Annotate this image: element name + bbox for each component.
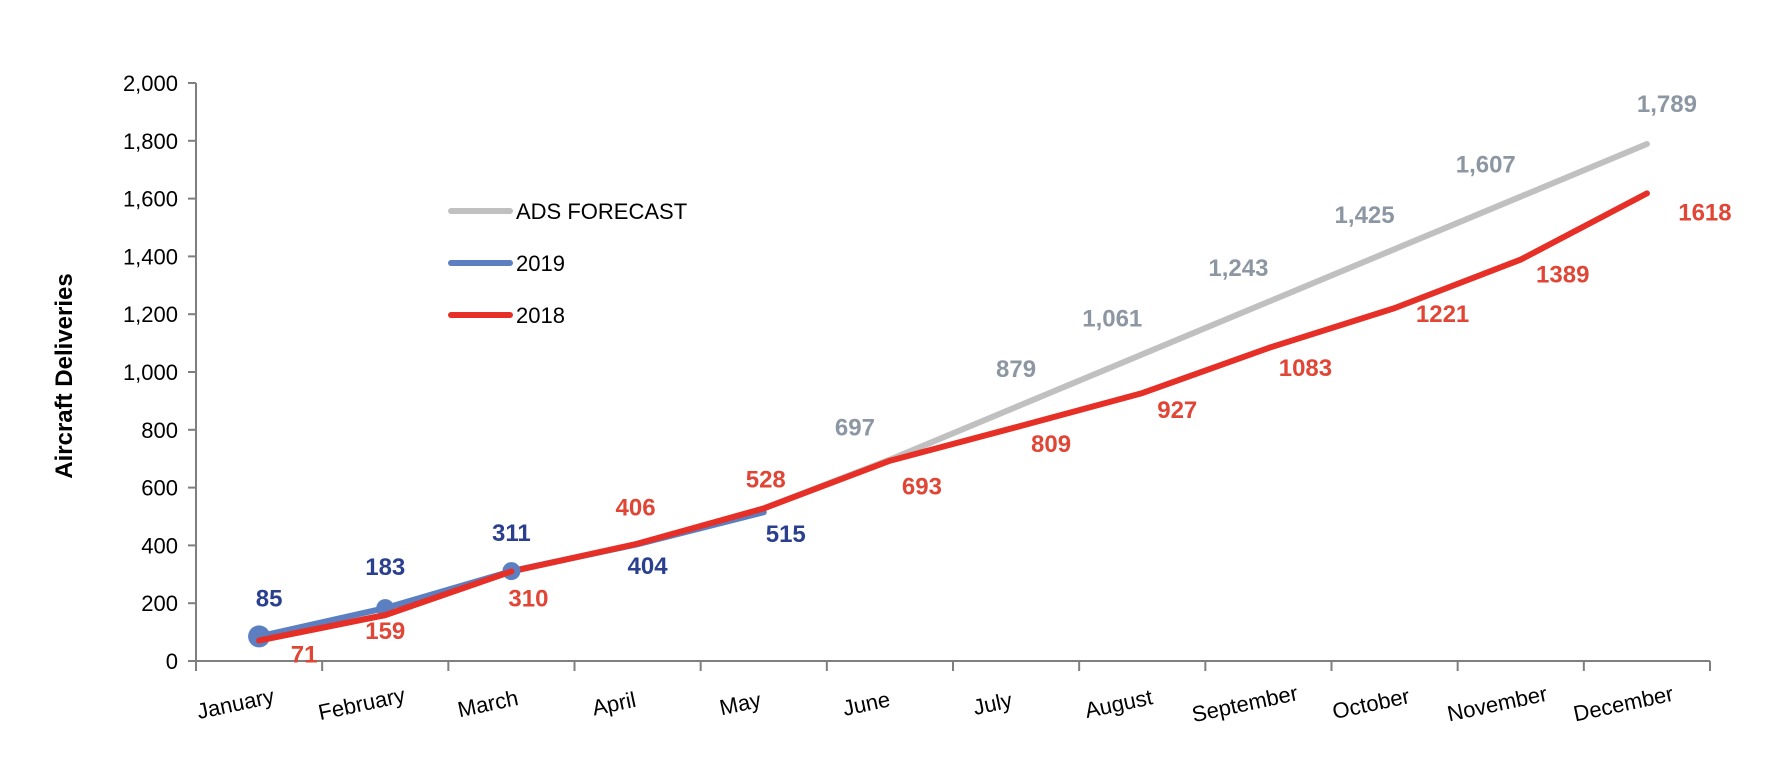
data-label-2019: 311 — [492, 520, 531, 547]
data-label-2018: 159 — [365, 618, 405, 645]
x-tick-label: December — [1571, 681, 1675, 727]
y-tick-label: 200 — [141, 591, 178, 616]
legend: ADS FORECAST 2019 2018 — [448, 199, 687, 328]
data-label-forecast: 1,243 — [1208, 255, 1268, 282]
x-tick-label: March — [455, 685, 520, 722]
x-tick-label: February — [316, 682, 407, 725]
x-tick-label: January — [195, 683, 277, 724]
data-label-2019: 183 — [365, 554, 405, 581]
legend-label: 2019 — [516, 251, 565, 276]
y-tick-label: 1,000 — [123, 360, 178, 385]
data-label-2018: 693 — [902, 474, 942, 501]
data-label-2018: 809 — [1031, 431, 1071, 458]
data-label-2018: 1221 — [1416, 301, 1469, 328]
y-tick-label: 600 — [141, 476, 178, 501]
data-label-2019: 515 — [766, 521, 806, 548]
legend-label: 2018 — [516, 303, 565, 328]
forecast-line — [760, 140, 1650, 512]
x-tick-label: September — [1190, 680, 1300, 727]
x-tick-label: April — [590, 687, 638, 721]
x-tick-label: July — [971, 687, 1014, 720]
x-tick-label: November — [1445, 681, 1549, 727]
x-tick-label: August — [1083, 684, 1155, 723]
legend-label: ADS FORECAST — [516, 199, 687, 224]
series-markers — [248, 562, 521, 648]
data-label-forecast: 697 — [835, 415, 875, 442]
data-label-forecast: 1,607 — [1456, 152, 1516, 179]
data-label-2019: 85 — [256, 585, 283, 612]
data-label-forecast: 1,425 — [1335, 202, 1395, 229]
y-tick-label: 1,200 — [123, 302, 178, 327]
y-tick-label: 1,600 — [123, 187, 178, 212]
x-tick-label: June — [840, 686, 892, 720]
data-label-2018: 1083 — [1279, 355, 1332, 382]
data-label-2018: 310 — [508, 585, 548, 612]
data-label-2019: 404 — [628, 553, 669, 580]
data-label-2018: 1389 — [1536, 262, 1589, 289]
y-tick-label: 800 — [141, 418, 178, 443]
x-tick-label: October — [1330, 683, 1412, 724]
y-axis-title: Aircraft Deliveries — [51, 273, 78, 478]
data-label-2018: 406 — [616, 495, 656, 522]
data-label-2018: 1618 — [1678, 199, 1731, 226]
series-2018-line-overlay — [256, 568, 515, 644]
data-label-2018: 71 — [291, 641, 318, 668]
data-labels: 85 183 311 404 515 71 159 310 406 528 693 809 927 108… — [256, 91, 1732, 669]
y-tick-label: 1,800 — [123, 129, 178, 154]
x-tick-label: May — [717, 687, 763, 720]
y-tick-label: 0 — [166, 649, 178, 674]
data-label-2018: 927 — [1157, 397, 1197, 424]
y-tick-label: 2,000 — [123, 71, 178, 96]
y-tick-label: 1,400 — [123, 244, 178, 269]
data-label-2018: 528 — [746, 466, 786, 493]
data-label-forecast: 879 — [996, 356, 1036, 383]
y-tick-label: 400 — [141, 533, 178, 558]
data-label-forecast: 1,789 — [1637, 91, 1697, 118]
series-lines — [256, 140, 1650, 644]
data-label-forecast: 1,061 — [1082, 305, 1142, 332]
